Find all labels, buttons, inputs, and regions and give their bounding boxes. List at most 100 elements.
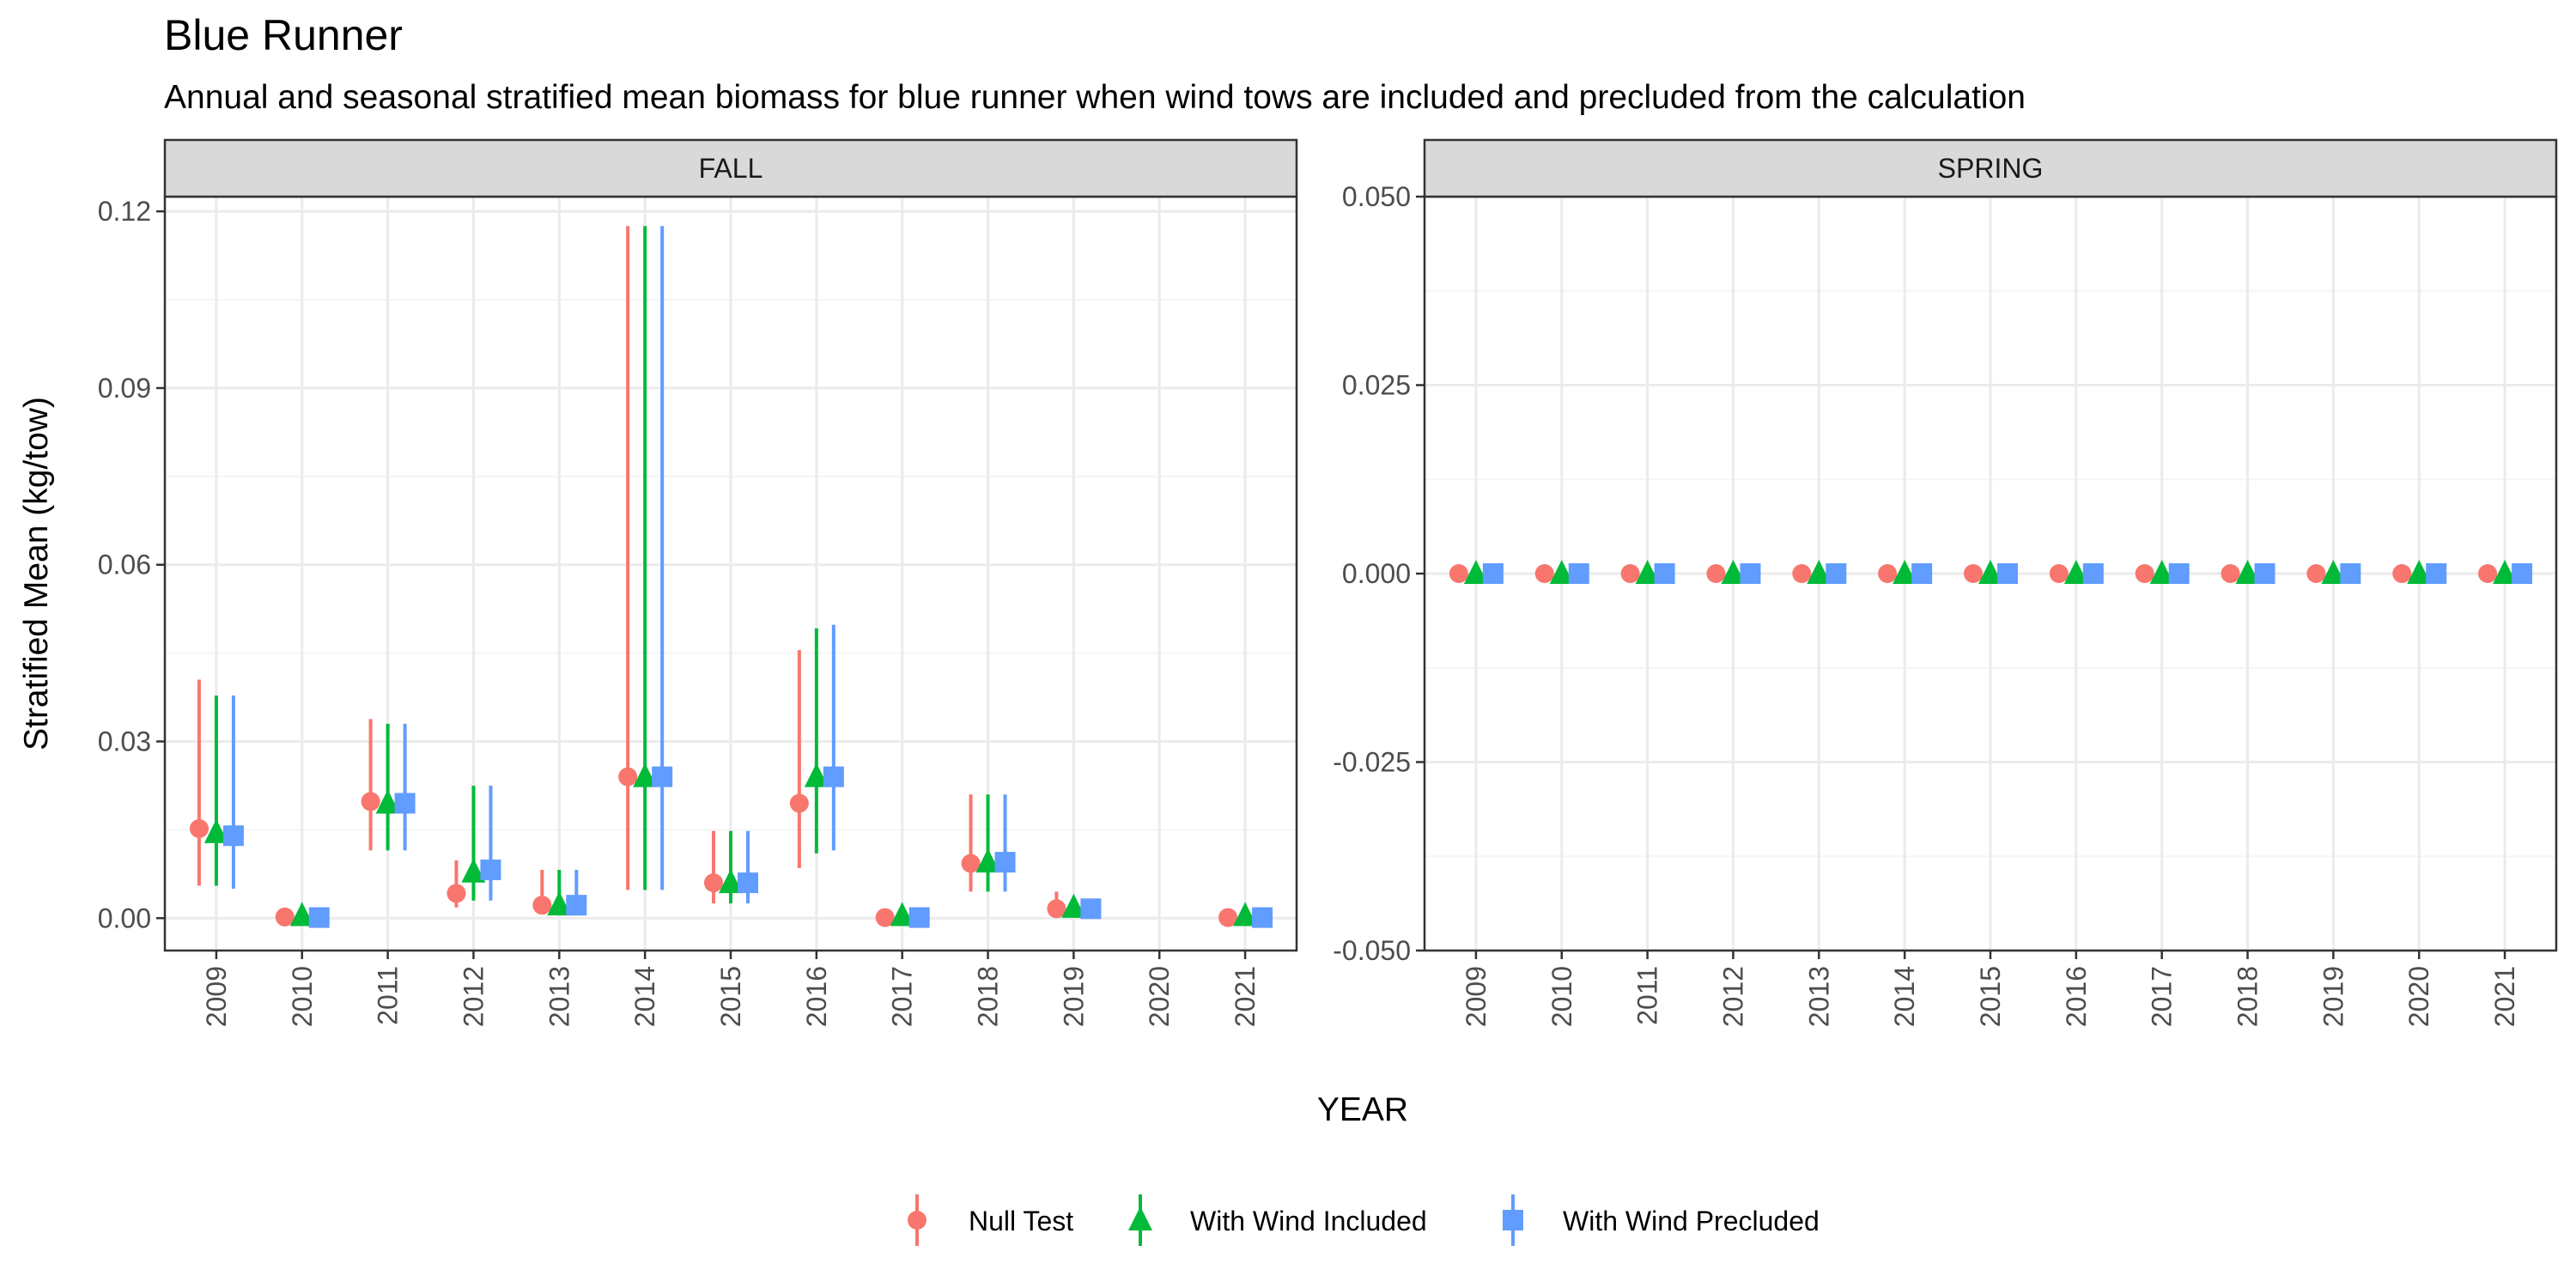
facet-strip <box>1423 138 2558 198</box>
data-point <box>1721 560 1746 584</box>
x-tick-label: 2009 <box>201 966 232 1027</box>
legend-item-with-wind-precluded: With Wind Precluded <box>1503 1194 1820 1246</box>
data-point <box>189 819 209 839</box>
data-point <box>2392 564 2412 583</box>
series-null-test <box>1449 564 2498 583</box>
data-point <box>394 793 416 814</box>
x-tick-label: 2012 <box>1717 966 1748 1027</box>
x-tick-label: 2016 <box>2061 966 2092 1027</box>
data-point <box>1740 563 1761 584</box>
data-point <box>1463 560 1488 584</box>
data-point <box>2512 563 2533 584</box>
data-point <box>1807 560 1832 584</box>
x-tick-label: 2020 <box>1144 966 1175 1027</box>
data-point <box>1706 564 1726 583</box>
data-point <box>738 872 758 894</box>
x-tick-label: 2009 <box>1461 966 1492 1027</box>
x-tick-label: 2015 <box>715 966 746 1027</box>
data-point <box>480 860 501 881</box>
y-tick-label: 0.025 <box>1342 370 1411 401</box>
facet-panel-spring: SPRING -0.050 -0.025 0.000 0.025 0.050 2009 201… <box>1333 138 2558 1027</box>
series-with-wind-precluded <box>1482 563 2533 584</box>
data-point <box>633 762 658 787</box>
data-point <box>2149 560 2174 584</box>
data-point <box>908 907 930 928</box>
y-tick-label: -0.025 <box>1333 747 1411 778</box>
x-tick-label: 2015 <box>1975 966 2006 1027</box>
chart-subtitle: Annual and seasonal stratified mean biom… <box>164 79 2026 116</box>
series-with-wind-included <box>1463 560 2518 584</box>
data-point <box>704 873 723 893</box>
facet-strip-label: SPRING <box>1938 153 2044 184</box>
data-point <box>2478 564 2498 583</box>
data-point <box>789 793 809 813</box>
data-point <box>1826 563 1847 584</box>
data-point <box>1061 893 1086 918</box>
data-point <box>875 908 895 927</box>
data-point <box>2168 563 2190 584</box>
facet-panels: FALL 0.00 0.03 0.06 0.09 0.12 2009 2010 2011 2012… <box>98 138 2558 1027</box>
x-tick-label: 2014 <box>629 966 660 1027</box>
data-point <box>222 825 244 847</box>
data-point <box>566 895 587 916</box>
data-point <box>994 852 1016 873</box>
x-tick-label: 2013 <box>544 966 574 1027</box>
data-point <box>890 902 914 927</box>
data-point <box>275 907 295 927</box>
x-axis-label: YEAR <box>1317 1091 1408 1128</box>
data-point <box>2306 564 2326 583</box>
series-with-wind-included <box>204 226 1258 927</box>
legend-key-marker <box>908 1211 927 1230</box>
data-point <box>1449 564 1468 583</box>
data-point <box>1893 560 1917 584</box>
data-point <box>2063 560 2088 584</box>
y-tick-label: 0.12 <box>98 196 151 227</box>
data-point <box>1534 564 1554 583</box>
data-point <box>2407 560 2432 584</box>
x-tick-label: 2011 <box>373 966 404 1025</box>
data-point <box>2321 560 2346 584</box>
x-tick-label: 2020 <box>2403 966 2434 1027</box>
data-point <box>1568 563 1589 584</box>
y-tick-label: 0.00 <box>98 902 151 933</box>
series-with-wind-precluded <box>222 226 1273 928</box>
x-tick-label: 2017 <box>887 966 918 1027</box>
data-point <box>2082 563 2104 584</box>
data-point <box>2426 563 2447 584</box>
x-tick-label: 2018 <box>2233 966 2263 1027</box>
data-point <box>289 902 314 927</box>
facet-strip-label: FALL <box>699 153 763 184</box>
data-point <box>2254 563 2275 584</box>
data-point <box>961 854 981 873</box>
x-tick-label: 2011 <box>1632 966 1663 1025</box>
y-tick-label: 0.000 <box>1342 558 1411 589</box>
legend-label: With Wind Precluded <box>1563 1206 1820 1236</box>
data-point <box>2049 564 2069 583</box>
x-tick-label: 2014 <box>1889 966 1920 1027</box>
facet-panel-fall: FALL 0.00 0.03 0.06 0.09 0.12 2009 2010 2011 2012… <box>98 138 1298 1027</box>
data-point <box>823 766 844 787</box>
data-point <box>1635 560 1660 584</box>
x-tick-label: 2021 <box>2489 966 2520 1027</box>
chart-title: Blue Runner <box>164 11 403 59</box>
data-point <box>2235 560 2260 584</box>
data-point <box>375 789 400 814</box>
data-point <box>1620 564 1640 583</box>
y-tick-label: -0.050 <box>1333 935 1411 966</box>
data-point <box>1964 564 1983 583</box>
x-tick-label: 2019 <box>1058 966 1089 1027</box>
legend-label: Null Test <box>969 1206 1073 1236</box>
data-point <box>532 896 552 915</box>
data-point <box>461 858 486 883</box>
legend-key-marker <box>1503 1210 1523 1230</box>
x-tick-label: 2016 <box>801 966 832 1027</box>
x-tick-label: 2018 <box>973 966 1004 1027</box>
data-point <box>1654 563 1675 584</box>
data-point <box>447 884 466 903</box>
data-point <box>547 891 572 916</box>
data-point <box>1252 907 1273 928</box>
series-null-test <box>189 226 1238 927</box>
data-point <box>2340 563 2361 584</box>
